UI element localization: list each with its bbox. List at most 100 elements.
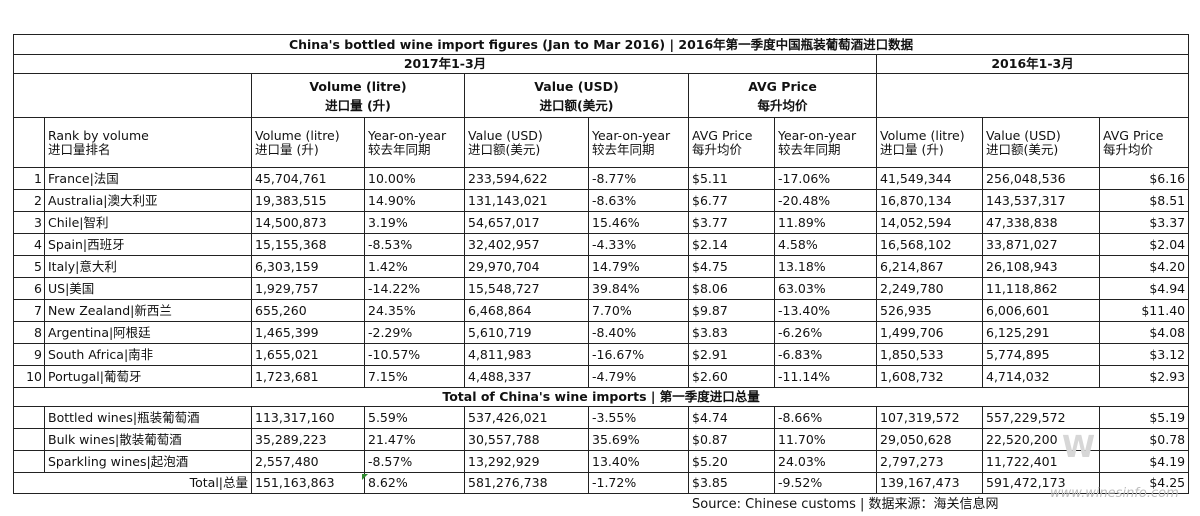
avg_yoy-cell: 63.03%	[774, 277, 877, 300]
avg17-cell: $2.14	[688, 233, 775, 256]
subheader-cell: AVG Price 每升均价	[688, 117, 775, 168]
avg17-cell: $3.77	[688, 211, 775, 234]
vol17-cell: 19,383,515	[251, 189, 365, 212]
vol_yoy-cell: 1.42%	[364, 255, 465, 278]
vol_yoy-cell: -8.53%	[364, 233, 465, 256]
vol16-cell: 526,935	[876, 299, 983, 322]
subheader-line-zh: 进口额(美元)	[986, 141, 1059, 157]
val16-cell: 6,125,291	[982, 321, 1100, 344]
vol16-cell: 29,050,628	[876, 428, 983, 451]
vol17-cell: 655,260	[251, 299, 365, 322]
avg16-cell: $4.25	[1098, 472, 1190, 494]
vol16-cell: 6,214,867	[876, 255, 983, 278]
rank-cell: 7	[13, 299, 45, 322]
subheader-line-zh: 进口量 (升)	[255, 141, 319, 157]
rank-cell: 8	[13, 321, 45, 344]
avg17-cell: $3.85	[688, 472, 775, 494]
table-row: 4 Spain|西班牙 15,155,368 -8.53% 32,402,957 -4.3…	[13, 233, 1190, 256]
avg16-cell: $4.20	[1098, 255, 1190, 278]
val17-cell: 15,548,727	[464, 277, 589, 300]
grand-total-row: Total|总量 151,163,863 8.62% 581,276,738 -1.72…	[13, 472, 1190, 494]
avg_yoy-cell: -6.26%	[774, 321, 877, 344]
vol16-cell: 41,549,344	[876, 167, 983, 190]
totals-rank-blank	[13, 406, 45, 429]
subheader-cell: Rank by volume 进口量排名	[44, 117, 252, 168]
vol17-cell: 151,163,863	[251, 472, 365, 494]
vol16-cell: 2,797,273	[876, 450, 983, 473]
val17-cell: 29,970,704	[464, 255, 589, 278]
avg17-cell: $6.77	[688, 189, 775, 212]
val17-cell: 537,426,021	[464, 406, 589, 429]
avg16-cell: $3.37	[1098, 211, 1190, 234]
vol17-cell: 1,655,021	[251, 343, 365, 366]
subheader-rank-blank	[13, 117, 45, 168]
totals-rank-blank	[13, 428, 45, 451]
period-2016-header: 2016年1-3月	[875, 54, 1190, 74]
country-cell: Argentina|阿根廷	[44, 321, 252, 344]
subheader-line-en: AVG Price	[1103, 127, 1164, 143]
subheader-cell: Year-on-year 较去年同期	[588, 117, 689, 168]
val_yoy-cell: -8.77%	[588, 167, 689, 190]
vol_yoy-cell: 21.47%	[364, 428, 465, 451]
subheader-line-zh: 进口量 (升)	[880, 141, 944, 157]
source-note: Source: Chinese customs | 数据来源：海关信息网	[692, 497, 999, 512]
val_yoy-cell: -8.40%	[588, 321, 689, 344]
rank-cell: 1	[13, 167, 45, 190]
country-cell: Portugal|葡萄牙	[44, 365, 252, 388]
avg16-cell: $2.93	[1098, 365, 1190, 388]
vol17-cell: 1,465,399	[251, 321, 365, 344]
subheader-line-en: AVG Price	[692, 127, 753, 143]
table-row: 3 Chile|智利 14,500,873 3.19% 54,657,017 15.46%…	[13, 211, 1190, 234]
table-row: 9 South Africa|南非 1,655,021 -10.57% 4,811,98…	[13, 343, 1190, 366]
vol16-cell: 107,319,572	[876, 406, 983, 429]
val16-cell: 5,774,895	[982, 343, 1100, 366]
vol_yoy-cell: -8.57%	[364, 450, 465, 473]
country-cell: US|美国	[44, 277, 252, 300]
val16-cell: 591,472,173	[982, 472, 1100, 494]
val_yoy-cell: -3.55%	[588, 406, 689, 429]
subheader-line-en: Rank by volume	[48, 127, 149, 143]
val17-cell: 4,488,337	[464, 365, 589, 388]
subheader-cell: Volume (litre) 进口量 (升)	[876, 117, 983, 168]
table-row: 1 France|法国 45,704,761 10.00% 233,594,622 -8.…	[13, 167, 1190, 190]
val_yoy-cell: 7.70%	[588, 299, 689, 322]
subheader-cell: Year-on-year 较去年同期	[774, 117, 877, 168]
subheader-line-zh: 进口额(美元)	[468, 141, 541, 157]
rank-cell: 10	[13, 365, 45, 388]
val16-cell: 6,006,601	[982, 299, 1100, 322]
vol16-cell: 1,499,706	[876, 321, 983, 344]
avg_yoy-cell: -17.06%	[774, 167, 877, 190]
val17-cell: 131,143,021	[464, 189, 589, 212]
totals-header-row: Total of China's wine imports | 第一季度进口总量	[12, 387, 1190, 407]
country-cell: France|法国	[44, 167, 252, 190]
val_yoy-cell: -4.79%	[588, 365, 689, 388]
avg16-cell: $5.19	[1098, 406, 1190, 429]
watermark-logo: W	[1062, 430, 1098, 465]
avg17-cell: $0.87	[688, 428, 775, 451]
group-header-volume: Volume (litre) 进口量 (升)	[251, 73, 465, 118]
vol17-cell: 113,317,160	[251, 406, 365, 429]
subheader-line-en: Volume (litre)	[880, 127, 965, 143]
rank-cell: 6	[13, 277, 45, 300]
avg16-cell: $11.40	[1098, 299, 1190, 322]
avg_yoy-cell: 13.18%	[774, 255, 877, 278]
vol_yoy-cell: -14.22%	[364, 277, 465, 300]
vol_yoy-cell: 14.90%	[364, 189, 465, 212]
avg_yoy-cell: 11.89%	[774, 211, 877, 234]
val17-cell: 581,276,738	[464, 472, 589, 494]
avg_yoy-cell: -11.14%	[774, 365, 877, 388]
subheader-cell: Value (USD) 进口额(美元)	[982, 117, 1100, 168]
country-cell: South Africa|南非	[44, 343, 252, 366]
val17-cell: 54,657,017	[464, 211, 589, 234]
wine-type-cell: Sparkling wines|起泡酒	[44, 450, 252, 473]
vol16-cell: 14,052,594	[876, 211, 983, 234]
table-row: 10 Portugal|葡萄牙 1,723,681 7.15% 4,488,337 -4.…	[13, 365, 1190, 388]
avg17-cell: $4.74	[688, 406, 775, 429]
rank-cell: 9	[13, 343, 45, 366]
country-cell: Spain|西班牙	[44, 233, 252, 256]
vol17-cell: 6,303,159	[251, 255, 365, 278]
period-2017-header: 2017年1-3月	[13, 54, 877, 74]
avg16-cell: $6.16	[1098, 167, 1190, 190]
grand-total-label: Total|总量	[13, 472, 252, 494]
subheader-line-en: Year-on-year	[592, 127, 671, 143]
